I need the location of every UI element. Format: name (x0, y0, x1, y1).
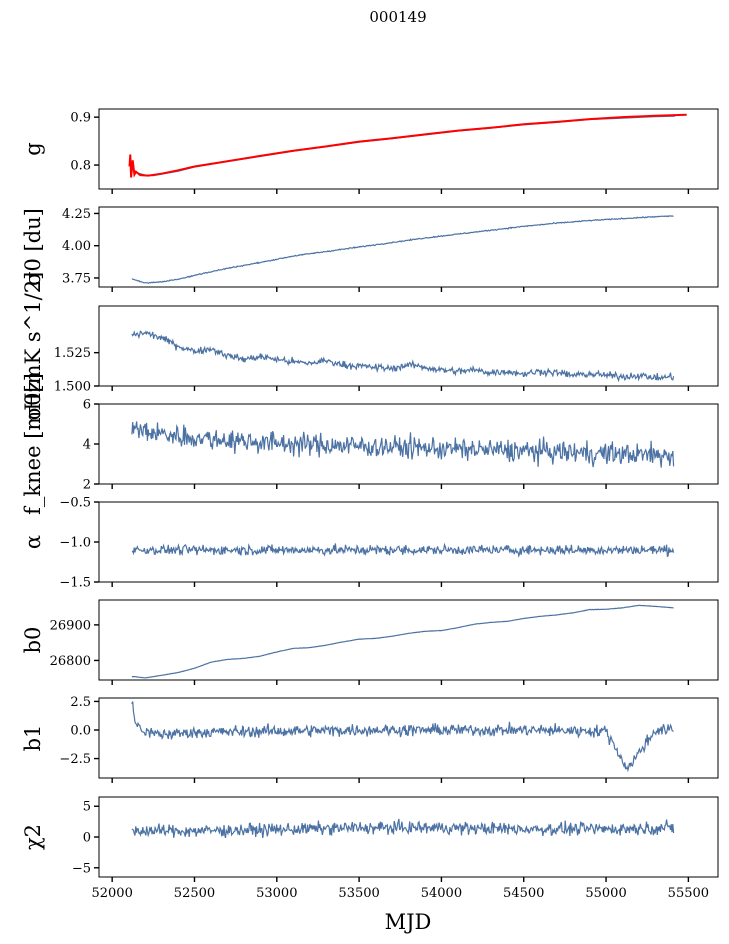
panel-7-ytick-label-0: −5 (72, 861, 91, 876)
panel-0-ytick-label-0: 0.8 (70, 159, 91, 174)
panel-6-frame (98, 697, 719, 779)
panel-0-series-1 (128, 113, 687, 178)
panel-4-ytick-label-1: −1.0 (59, 536, 91, 551)
panel-6-ytick-label-2: 2.5 (70, 695, 91, 710)
panel-1-plot-area (131, 215, 674, 284)
panel-7-plot-area (131, 818, 675, 839)
panel-7-frame (98, 796, 719, 878)
x-tick-label-2: 53000 (256, 886, 297, 901)
panel-1-ytick-label-2: 4.25 (62, 207, 91, 222)
x-tick-label-6: 55000 (585, 886, 626, 901)
panel-0-plot-area (128, 113, 687, 178)
panel-3-ytick-label-1: 4 (83, 438, 91, 453)
panel-2-series-0 (131, 330, 675, 383)
panel-2-ytick-label-0: 1.500 (54, 380, 91, 395)
panel-0-series-0 (129, 115, 676, 177)
x-tick-label-4: 54000 (421, 886, 462, 901)
panel-1-ytick-label-0: 3.75 (62, 271, 91, 286)
panel-6-plot-area (131, 701, 674, 773)
panel-4-ytick-label-0: −1.5 (59, 576, 91, 591)
panel-0-ytick-label-1: 0.9 (70, 111, 91, 126)
panel-7: −5 0 5 52000 52500 53000 53500 54000 54500 55000 5… (21, 796, 719, 901)
x-tick-label-5: 54500 (503, 886, 544, 901)
panel-6-ytick-label-1: 0.0 (70, 724, 91, 739)
panel-3-ytick-label-0: 2 (83, 478, 91, 493)
panel-4-series-0 (131, 542, 675, 558)
panel-3-plot-area (131, 421, 675, 468)
x-tick-label-1: 52500 (174, 886, 215, 901)
panel-5-ytick-label-1: 26900 (50, 618, 91, 633)
panel-2-ylabel: σ0[mK s^1/2] (21, 272, 45, 421)
x-tick-label-0: 52000 (91, 886, 132, 901)
x-axis-label: MJD (385, 910, 432, 934)
panel-6-ytick-label-0: −2.5 (59, 752, 91, 767)
panel-1-series-0 (131, 215, 674, 284)
panel-1: 3.75 4.00 4.25 σ0 [du] (21, 206, 719, 292)
panel-2: 1.500 1.525 σ0[mK s^1/2] (21, 272, 719, 421)
panel-2-plot-area (131, 330, 675, 383)
panel-5-series-0 (131, 604, 674, 679)
panels: 0.8 0.9 g 3.75 4.00 4.25 σ0 [du] 1.500 1.525 σ0[m… (21, 108, 719, 901)
panel-0: 0.8 0.9 g (21, 108, 719, 194)
panel-7-ytick-label-1: 0 (83, 831, 91, 846)
panel-4: −1.5 −1.0 −0.5 α (21, 496, 719, 591)
panel-6-series-0 (131, 701, 674, 773)
panel-6-ylabel: b1 (21, 725, 45, 752)
panel-0-ylabel: g (21, 142, 45, 155)
panel-3-ylabel: f_knee [mHz] (21, 373, 45, 515)
panel-4-ytick-label-2: −0.5 (59, 496, 91, 511)
panel-5-frame (98, 599, 719, 681)
panel-3-ytick-label-2: 6 (83, 398, 91, 413)
panel-0-frame (98, 108, 719, 190)
x-tick-label-7: 55500 (668, 886, 709, 901)
panel-4-ylabel: α (21, 535, 45, 549)
figure-title: 000149 (369, 8, 426, 26)
panel-2-frame (98, 305, 719, 387)
panel-1-ytick-label-1: 4.00 (62, 239, 91, 254)
panel-5-plot-area (131, 604, 674, 679)
panel-7-series-0 (131, 818, 675, 839)
x-tick-label-3: 53500 (338, 886, 379, 901)
panel-7-ylabel: χ2 (21, 824, 45, 850)
panel-3: 2 4 6 f_knee [mHz] (21, 373, 719, 515)
panel-6: −2.5 0.0 2.5 b1 (21, 695, 719, 783)
panel-2-ytick-label-1: 1.525 (54, 346, 91, 361)
panel-3-series-0 (131, 421, 675, 468)
panel-4-frame (98, 501, 719, 583)
panel-5: 26800 26900 b0 (21, 599, 719, 685)
panel-1-frame (98, 206, 719, 288)
panel-5-ytick-label-0: 26800 (50, 654, 91, 669)
panel-5-ylabel: b0 (21, 627, 45, 654)
panel-4-plot-area (131, 542, 675, 558)
panel-7-ytick-label-2: 5 (83, 800, 91, 815)
panel-1-ylabel: σ0 [du] (21, 208, 45, 286)
